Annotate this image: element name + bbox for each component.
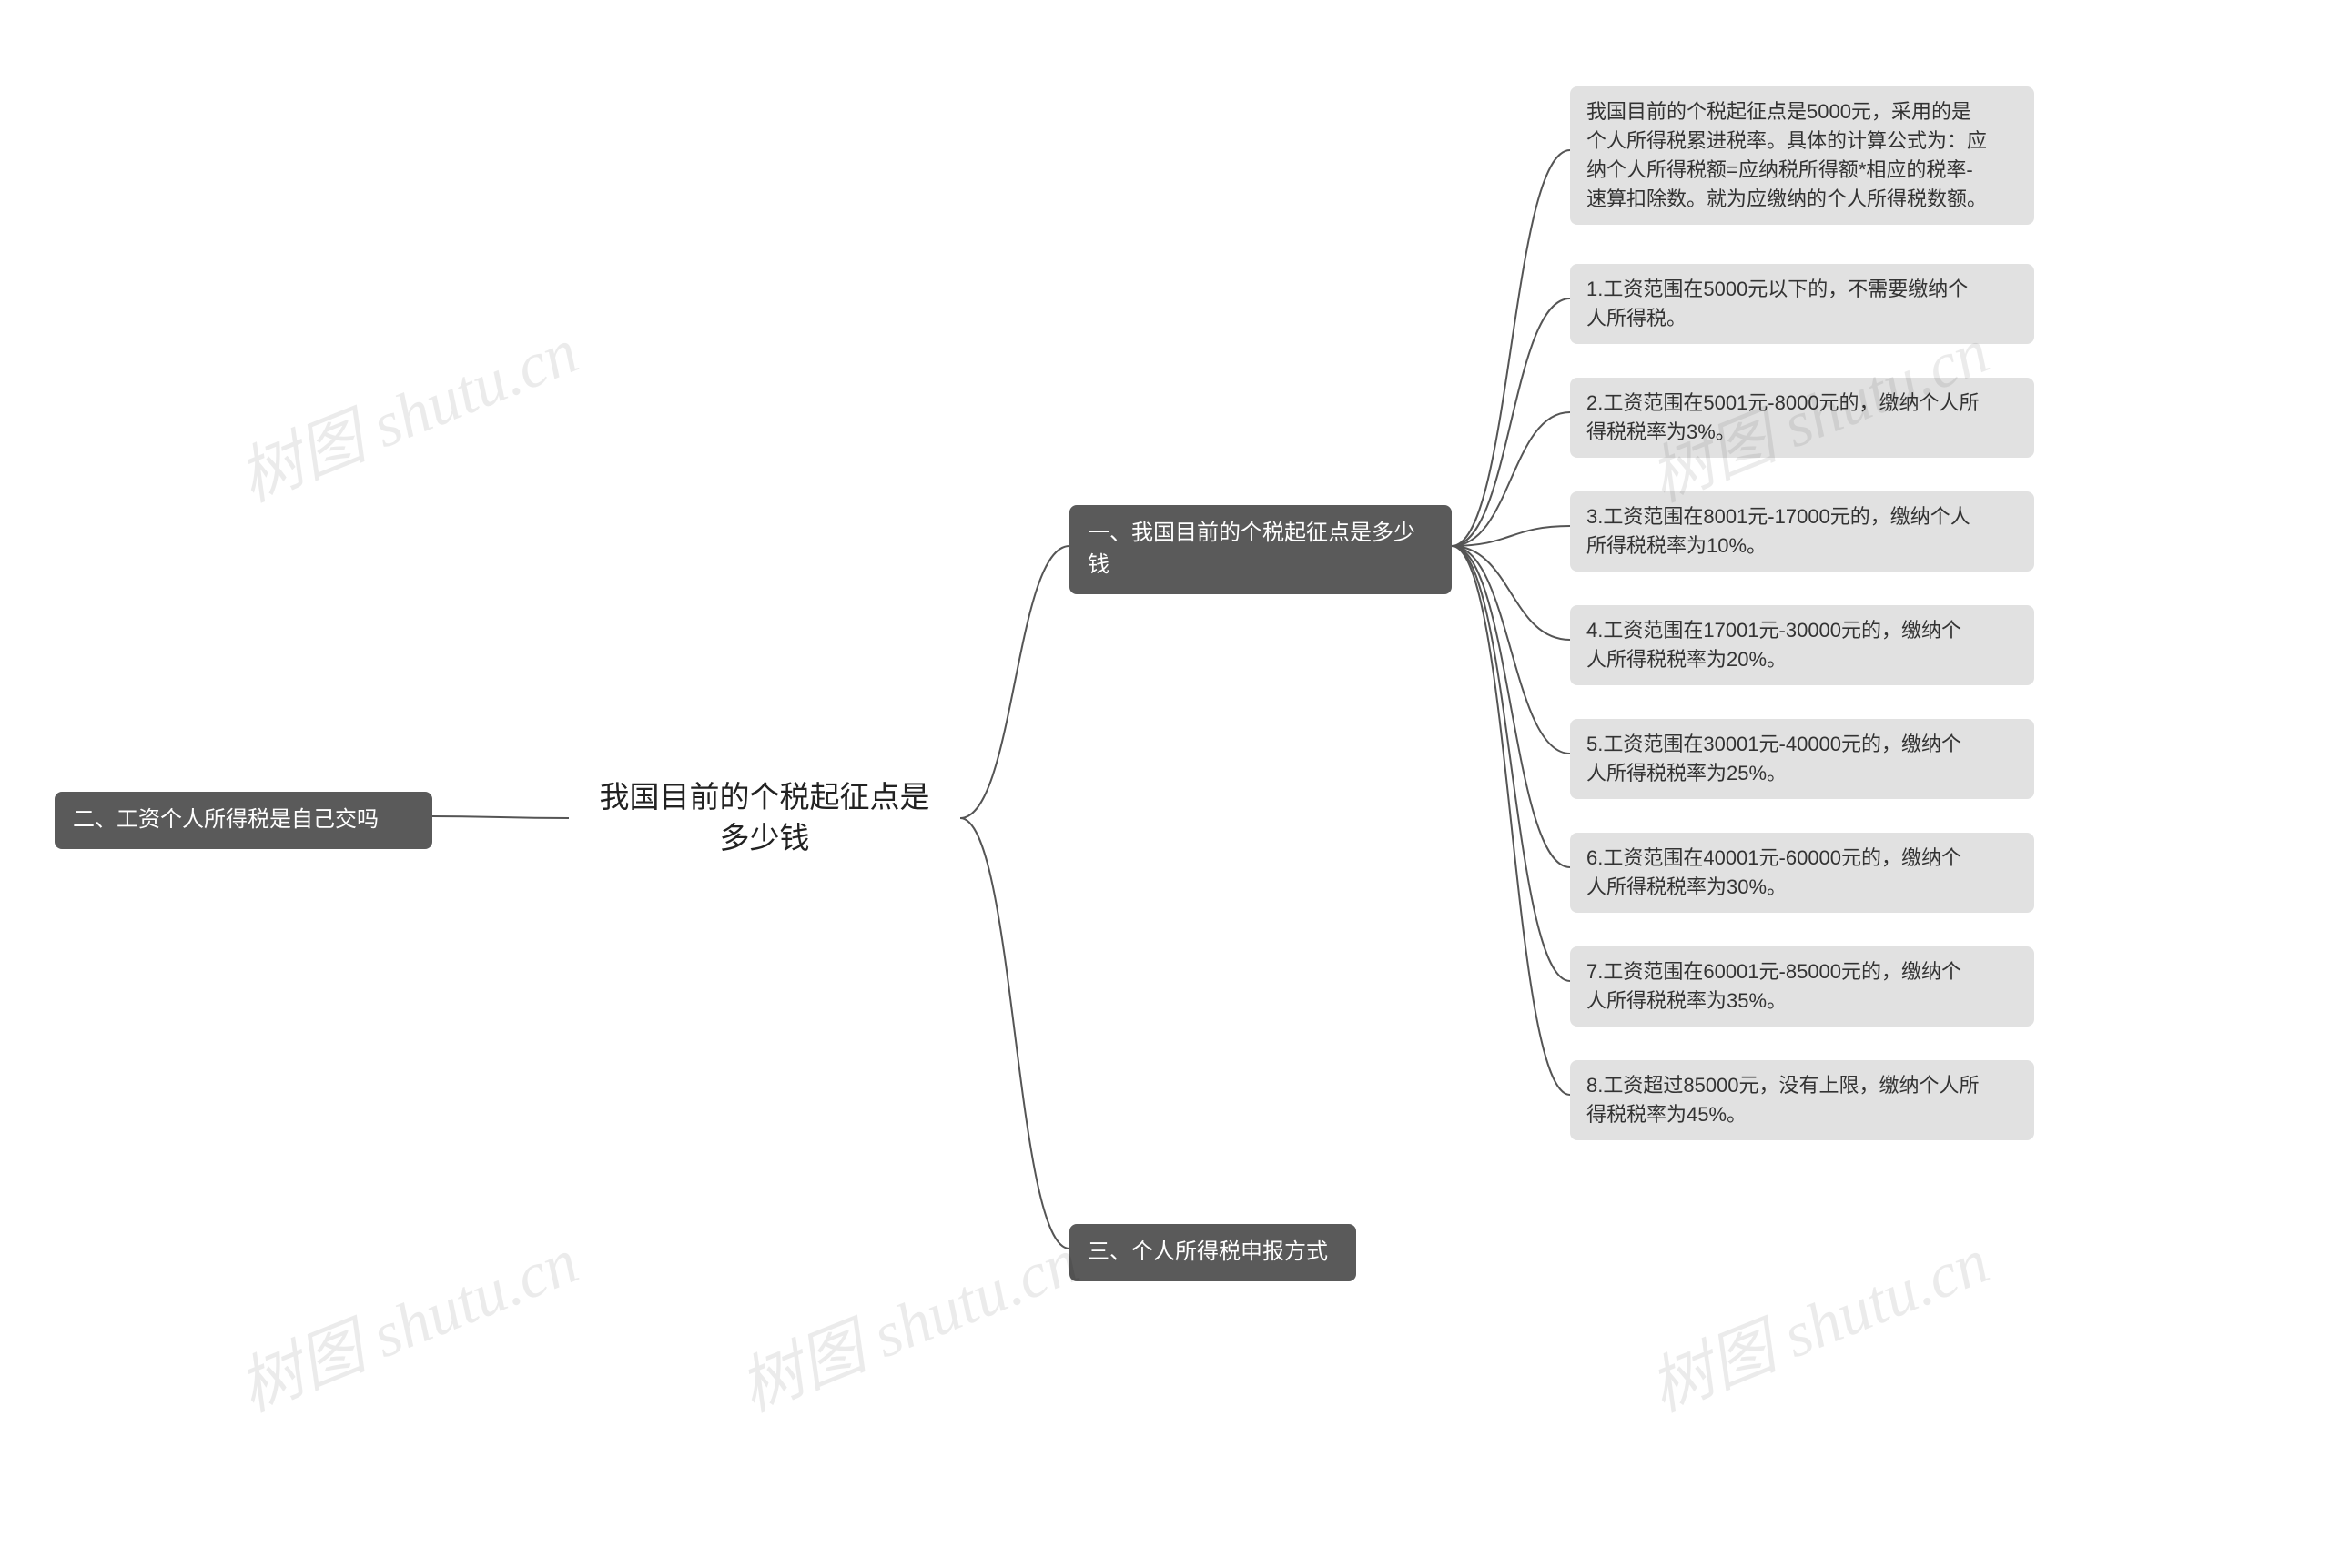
leaf-r1c7: 7.工资范围在60001元-85000元的，缴纳个人所得税税率为35%。 [1570, 946, 2034, 1027]
branch-right-2: 三、个人所得税申报方式 [1069, 1224, 1356, 1281]
leaf-r1c3: 3.工资范围在8001元-17000元的，缴纳个人所得税税率为10%。 [1570, 491, 2034, 572]
leaf-r1c8: 8.工资超过85000元，没有上限，缴纳个人所得税税率为45%。 [1570, 1060, 2034, 1140]
leaf-r1c0: 我国目前的个税起征点是5000元，采用的是个人所得税累进税率。具体的计算公式为：… [1570, 86, 2034, 225]
leaf-r1c5: 5.工资范围在30001元-40000元的，缴纳个人所得税税率为25%。 [1570, 719, 2034, 799]
watermark: 树图 shutu.cn [223, 1210, 589, 1430]
leaf-r1c6: 6.工资范围在40001元-60000元的，缴纳个人所得税税率为30%。 [1570, 833, 2034, 913]
branch-right-1: 一、我国目前的个税起征点是多少钱 [1069, 505, 1452, 594]
watermark: 树图 shutu.cn [724, 1210, 1089, 1430]
watermark: 树图 shutu.cn [1634, 1210, 2000, 1430]
leaf-r1c4: 4.工资范围在17001元-30000元的，缴纳个人所得税税率为20%。 [1570, 605, 2034, 685]
leaf-r1c1: 1.工资范围在5000元以下的，不需要缴纳个人所得税。 [1570, 264, 2034, 344]
watermark: 树图 shutu.cn [223, 300, 589, 520]
leaf-r1c2: 2.工资范围在5001元-8000元的，缴纳个人所得税税率为3%。 [1570, 378, 2034, 458]
mindmap-root: 我国目前的个税起征点是多少钱 [569, 777, 960, 858]
branch-left-1: 二、工资个人所得税是自己交吗 [55, 792, 432, 849]
